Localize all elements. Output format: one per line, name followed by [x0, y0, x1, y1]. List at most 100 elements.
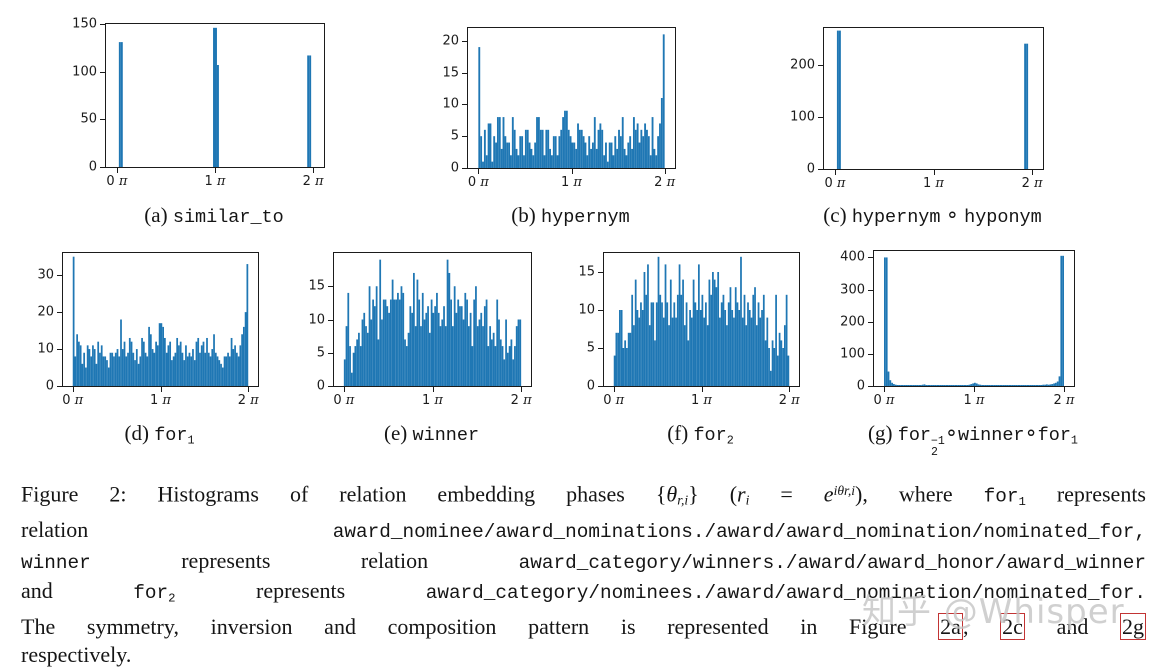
text-run: ∘	[944, 421, 959, 445]
y-tick-label: 20	[442, 33, 459, 49]
x-tick-mark	[160, 387, 162, 392]
x-tick-mark	[974, 387, 975, 392]
text-run: for	[693, 425, 727, 446]
x-tick-label: 2 π	[1053, 393, 1075, 408]
x-tick-mark	[1032, 170, 1034, 175]
text-run: i	[745, 492, 750, 508]
text-run: for	[983, 485, 1019, 508]
histogram-bars-d	[72, 256, 249, 386]
text-run: and	[21, 578, 134, 604]
text-run: represents	[1025, 481, 1146, 507]
text-run: (e)	[383, 421, 413, 445]
histogram-bars-c	[836, 30, 1029, 169]
y-tick-mark	[868, 257, 873, 259]
x-tick-mark	[834, 170, 836, 175]
text-run: 1	[1018, 494, 1026, 509]
y-tick-mark	[598, 348, 603, 349]
chart-caption-d: (d) for1	[2, 421, 317, 447]
text-run: r	[737, 481, 746, 507]
x-tick-mark	[478, 169, 480, 174]
text-run: for	[897, 425, 931, 446]
x-tick-mark	[313, 168, 315, 173]
y-tick-mark	[100, 119, 105, 121]
y-tick-label: 300	[840, 282, 865, 298]
chart-caption-e: (e) winner	[273, 421, 590, 446]
x-tick-mark	[664, 169, 666, 174]
y-tick-mark	[868, 321, 873, 323]
chart-caption-g: (g) for −1 2 ∘winner∘for1	[813, 421, 1133, 459]
x-tick-label: 0 π	[603, 393, 625, 408]
y-tick-label: 15	[442, 65, 459, 81]
y-tick-label: 15	[578, 264, 595, 280]
y-tick-label: 0	[450, 160, 459, 176]
x-tick-mark	[432, 387, 434, 392]
text-run: ∘	[1024, 421, 1038, 445]
y-tick-label: 0	[45, 378, 54, 394]
y-tick-label: 20	[37, 304, 54, 320]
text-run: (a)	[144, 203, 173, 227]
y-tick-mark	[462, 40, 467, 42]
text-run: winner	[412, 425, 480, 446]
text-run: for	[133, 582, 169, 605]
histogram-panel-a: 0 50 100 150 0 π 1 π 2 π	[72, 17, 325, 189]
histogram-panel-c: 0 100 200 0 π 1 π 2 π	[790, 27, 1044, 191]
x-tick-label: 1 π	[561, 175, 582, 190]
y-tick-mark	[100, 71, 105, 73]
y-tick-label: 100	[790, 109, 815, 125]
figure-caption-line: Figure 2: Histograms of relation embeddi…	[21, 477, 1146, 516]
y-tick-mark	[57, 386, 62, 387]
y-tick-label: 5	[586, 340, 595, 356]
text-run: {	[655, 481, 667, 507]
text-run: hypernym	[541, 207, 630, 228]
y-tick-mark	[818, 169, 823, 170]
figure-ref-link[interactable]: 2c	[1000, 613, 1025, 641]
text-run: hypernym	[851, 207, 941, 228]
text-run: award_nominee/award_nominations./award/a…	[332, 521, 1146, 544]
x-tick-label: 0 π	[873, 393, 895, 408]
text-run: represents relation	[90, 547, 519, 573]
x-tick-label: 2 π	[1021, 176, 1043, 191]
y-tick-label: 200	[790, 57, 815, 73]
histogram-bars-g	[884, 255, 1064, 386]
y-tick-mark	[100, 167, 105, 168]
figure-ref-link[interactable]: 2g	[1120, 613, 1147, 641]
y-tick-label: 0	[88, 159, 97, 175]
text-run: ∘	[940, 203, 965, 227]
text-run: award_category/winners./award/award_hono…	[518, 551, 1146, 574]
x-tick-label: 1 π	[204, 174, 226, 189]
text-run: hyponym	[964, 207, 1042, 228]
y-tick-label: 0	[806, 161, 815, 177]
histogram-bars-b	[478, 34, 665, 168]
text-run: θ	[666, 481, 678, 507]
y-tick-mark	[328, 286, 333, 288]
y-tick-label: 15	[308, 278, 325, 294]
text-run: award_category/nominees./award/award_nom…	[425, 582, 1146, 605]
text-run: ), where	[855, 481, 984, 507]
chart-caption-a: (a) similar_to	[45, 203, 383, 228]
text-run: represents	[175, 578, 426, 604]
histogram-bars-a	[118, 27, 312, 167]
x-tick-mark	[248, 387, 250, 392]
y-tick-label: 10	[442, 96, 459, 112]
text-run: for	[154, 425, 188, 446]
histogram-bars-f	[613, 256, 790, 386]
y-tick-label: 5	[450, 128, 459, 144]
y-tick-label: 50	[80, 111, 97, 127]
text-run: (b)	[511, 203, 542, 227]
y-tick-label: 0	[856, 378, 865, 394]
x-tick-label: 1 π	[963, 393, 985, 408]
y-tick-mark	[462, 168, 467, 169]
histogram-panel-f: 0 5 10 15 0 π 1 π 2 π	[578, 252, 800, 408]
y-tick-mark	[868, 386, 873, 387]
x-tick-label: 1 π	[150, 393, 171, 408]
y-tick-mark	[868, 353, 873, 355]
text-run: and	[1024, 614, 1121, 640]
x-tick-label: 2 π	[510, 393, 532, 408]
y-tick-mark	[328, 352, 333, 354]
figure-ref-link[interactable]: 2a	[938, 613, 963, 641]
text-run: Figure 2: Histograms of relation embeddi…	[21, 481, 656, 507]
text-run: r,i	[677, 492, 689, 508]
y-tick-label: 0	[586, 378, 595, 394]
x-tick-label: 1 π	[923, 176, 944, 191]
y-tick-mark	[57, 349, 62, 351]
